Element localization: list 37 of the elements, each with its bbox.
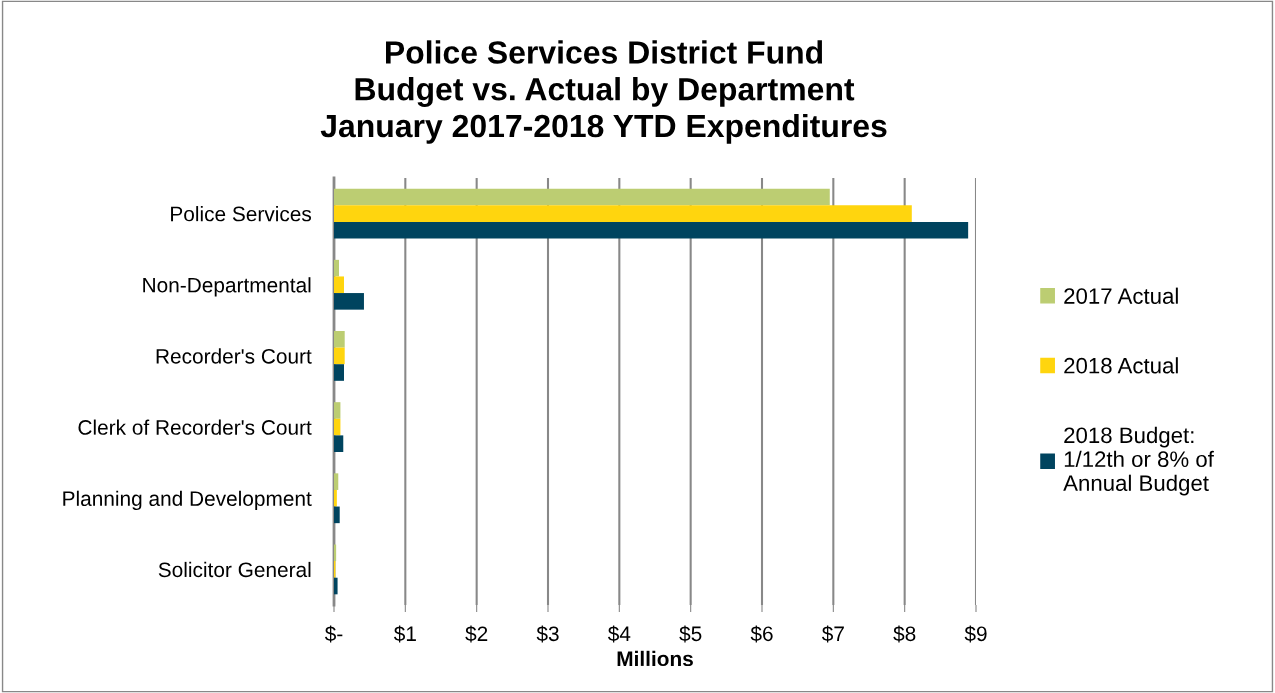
x-tick-label: $- xyxy=(324,625,343,643)
x-tick-label: $4 xyxy=(607,625,631,643)
y-tick-label: Planning and Development xyxy=(63,490,312,511)
y-tick-label: Solicitor General xyxy=(158,561,311,578)
y-tick-label: Police Services xyxy=(171,206,312,222)
chart-title: Police Services District Fund Budget vs. Actual by Department January 2017-2018 YTD Expenditures xyxy=(320,40,887,144)
x-tick-label: $7 xyxy=(821,625,844,643)
legend-label: 2017 Actual xyxy=(1064,287,1178,304)
bar xyxy=(334,489,337,507)
bar xyxy=(334,577,338,595)
x-tick-label: $3 xyxy=(536,625,559,643)
bar xyxy=(334,364,344,381)
x-tick-label: $6 xyxy=(750,625,773,643)
x-tick-label: $9 xyxy=(964,625,987,643)
bar xyxy=(334,221,969,239)
x-tick-label: $1 xyxy=(393,625,416,643)
x-axis-title: Millions xyxy=(617,650,693,667)
bar xyxy=(334,402,341,419)
legend-label: 2018 Actual xyxy=(1064,357,1178,374)
legend-label: 2018 Budget: 1/12th or 8% of Annual Budget xyxy=(1063,426,1214,496)
bar xyxy=(334,506,340,524)
bar xyxy=(334,293,364,310)
bar xyxy=(334,205,912,222)
bar xyxy=(334,435,344,452)
bar xyxy=(334,188,830,206)
bar xyxy=(334,331,345,348)
x-tick-label: $8 xyxy=(893,625,916,643)
bar xyxy=(334,418,341,436)
bar xyxy=(334,276,344,294)
x-tick-label: $5 xyxy=(679,625,702,643)
y-tick-label: Clerk of Recorder's Court xyxy=(78,419,312,435)
y-tick-label: Recorder's Court xyxy=(156,348,312,364)
bar xyxy=(334,347,345,365)
y-tick-label: Non-Departmental xyxy=(143,277,311,297)
bar xyxy=(334,473,339,490)
bar xyxy=(334,259,339,277)
x-tick-label: $2 xyxy=(465,625,488,643)
